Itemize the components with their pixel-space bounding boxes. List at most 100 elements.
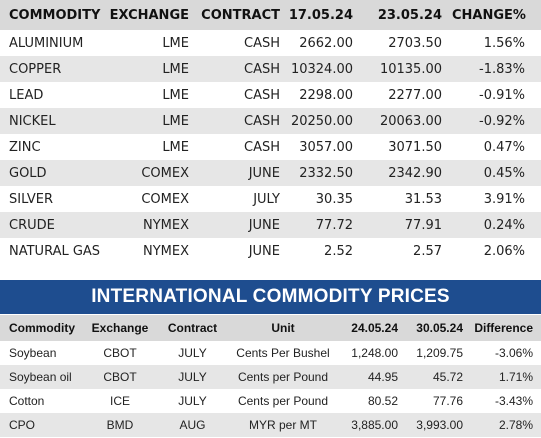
header-date-1: 17.05.24 [280, 0, 360, 30]
contract-cell: CASH [193, 134, 280, 160]
header-commodity: COMMODITY [0, 0, 105, 30]
header-commodity: Commodity [0, 315, 80, 341]
table-row: NATURAL GAS NYMEX JUNE 2.52 2.57 2.06% [0, 238, 541, 264]
price-cell-1: 10324.00 [280, 56, 360, 82]
price-cell-1: 30.35 [280, 186, 360, 212]
lme-prices-table: COMMODITY EXCHANGE CONTRACT 17.05.24 23.… [0, 0, 541, 264]
table-row: ALUMINIUM LME CASH 2662.00 2703.50 1.56% [0, 30, 541, 56]
exchange-cell: ICE [80, 389, 160, 413]
table-row: ZINC LME CASH 3057.00 3071.50 0.47% [0, 134, 541, 160]
table-row: GOLD COMEX JUNE 2332.50 2342.90 0.45% [0, 160, 541, 186]
commodity-cell: ALUMINIUM [0, 30, 105, 56]
unit-cell: Cents Per Bushel [225, 341, 341, 365]
table-body: Soybean CBOT JULY Cents Per Bushel 1,248.00 1… [0, 341, 541, 437]
price-cell-2: 3,993.00 [406, 413, 471, 437]
commodity-cell: CPO [0, 413, 80, 437]
contract-cell: JULY [160, 365, 225, 389]
contract-cell: CASH [193, 108, 280, 134]
exchange-cell: CBOT [80, 365, 160, 389]
header-date-2: 23.05.24 [360, 0, 452, 30]
price-cell-2: 3071.50 [360, 134, 452, 160]
header-date-2: 30.05.24 [406, 315, 471, 341]
commodity-cell: NATURAL GAS [0, 238, 105, 264]
table-header-row: Commodity Exchange Contract Unit 24.05.2… [0, 315, 541, 341]
exchange-cell: BMD [80, 413, 160, 437]
header-contract: CONTRACT [193, 0, 280, 30]
exchange-cell: COMEX [105, 186, 193, 212]
unit-cell: Cents per Pound [225, 365, 341, 389]
commodity-cell: GOLD [0, 160, 105, 186]
header-date-1: 24.05.24 [341, 315, 406, 341]
price-cell-1: 80.52 [341, 389, 406, 413]
unit-cell: MYR per MT [225, 413, 341, 437]
price-cell-1: 3057.00 [280, 134, 360, 160]
header-change: CHANGE% [452, 0, 541, 30]
price-cell-2: 77.91 [360, 212, 452, 238]
change-cell: -1.83% [452, 56, 541, 82]
commodity-cell: NICKEL [0, 108, 105, 134]
header-exchange: EXCHANGE [105, 0, 193, 30]
exchange-cell: COMEX [105, 160, 193, 186]
commodity-cell: ZINC [0, 134, 105, 160]
contract-cell: CASH [193, 82, 280, 108]
price-cell-1: 77.72 [280, 212, 360, 238]
commodity-cell: CRUDE [0, 212, 105, 238]
table-body: ALUMINIUM LME CASH 2662.00 2703.50 1.56% COPPE… [0, 30, 541, 264]
commodity-cell: Cotton [0, 389, 80, 413]
table-row: CPO BMD AUG MYR per MT 3,885.00 3,993.00 2.78% [0, 413, 541, 437]
difference-cell: -3.43% [471, 389, 541, 413]
price-cell-2: 2703.50 [360, 30, 452, 56]
exchange-cell: LME [105, 134, 193, 160]
difference-cell: -3.06% [471, 341, 541, 365]
header-exchange: Exchange [80, 315, 160, 341]
contract-cell: JULY [193, 186, 280, 212]
exchange-cell: NYMEX [105, 238, 193, 264]
price-cell-2: 2277.00 [360, 82, 452, 108]
price-cell-1: 20250.00 [280, 108, 360, 134]
price-cell-2: 2.57 [360, 238, 452, 264]
table-row: Cotton ICE JULY Cents per Pound 80.52 77.76 -3… [0, 389, 541, 413]
price-cell-2: 77.76 [406, 389, 471, 413]
contract-cell: JUNE [193, 160, 280, 186]
table-row: Soybean CBOT JULY Cents Per Bushel 1,248.00 1… [0, 341, 541, 365]
change-cell: -0.91% [452, 82, 541, 108]
price-cell-1: 2.52 [280, 238, 360, 264]
price-cell-1: 2662.00 [280, 30, 360, 56]
contract-cell: JUNE [193, 212, 280, 238]
table-row: LEAD LME CASH 2298.00 2277.00 -0.91% [0, 82, 541, 108]
contract-cell: AUG [160, 413, 225, 437]
price-cell-2: 10135.00 [360, 56, 452, 82]
header-difference: Difference [471, 315, 541, 341]
exchange-cell: LME [105, 56, 193, 82]
table-row: CRUDE NYMEX JUNE 77.72 77.91 0.24% [0, 212, 541, 238]
price-cell-2: 31.53 [360, 186, 452, 212]
exchange-cell: LME [105, 30, 193, 56]
price-cell-1: 44.95 [341, 365, 406, 389]
commodity-cell: LEAD [0, 82, 105, 108]
price-cell-1: 3,885.00 [341, 413, 406, 437]
price-cell-2: 45.72 [406, 365, 471, 389]
price-cell-1: 2298.00 [280, 82, 360, 108]
contract-cell: JULY [160, 341, 225, 365]
difference-cell: 1.71% [471, 365, 541, 389]
change-cell: 2.06% [452, 238, 541, 264]
table-header-row: COMMODITY EXCHANGE CONTRACT 17.05.24 23.… [0, 0, 541, 30]
international-prices-table: Commodity Exchange Contract Unit 24.05.2… [0, 315, 541, 437]
table-row: NICKEL LME CASH 20250.00 20063.00 -0.92% [0, 108, 541, 134]
price-cell-1: 2332.50 [280, 160, 360, 186]
price-cell-2: 1,209.75 [406, 341, 471, 365]
exchange-cell: NYMEX [105, 212, 193, 238]
change-cell: 0.47% [452, 134, 541, 160]
section-title-banner: INTERNATIONAL COMMODITY PRICES [0, 280, 541, 314]
exchange-cell: LME [105, 82, 193, 108]
header-contract: Contract [160, 315, 225, 341]
commodity-cell: Soybean [0, 341, 80, 365]
price-cell-1: 1,248.00 [341, 341, 406, 365]
change-cell: 0.24% [452, 212, 541, 238]
contract-cell: CASH [193, 30, 280, 56]
change-cell: 0.45% [452, 160, 541, 186]
unit-cell: Cents per Pound [225, 389, 341, 413]
exchange-cell: CBOT [80, 341, 160, 365]
difference-cell: 2.78% [471, 413, 541, 437]
